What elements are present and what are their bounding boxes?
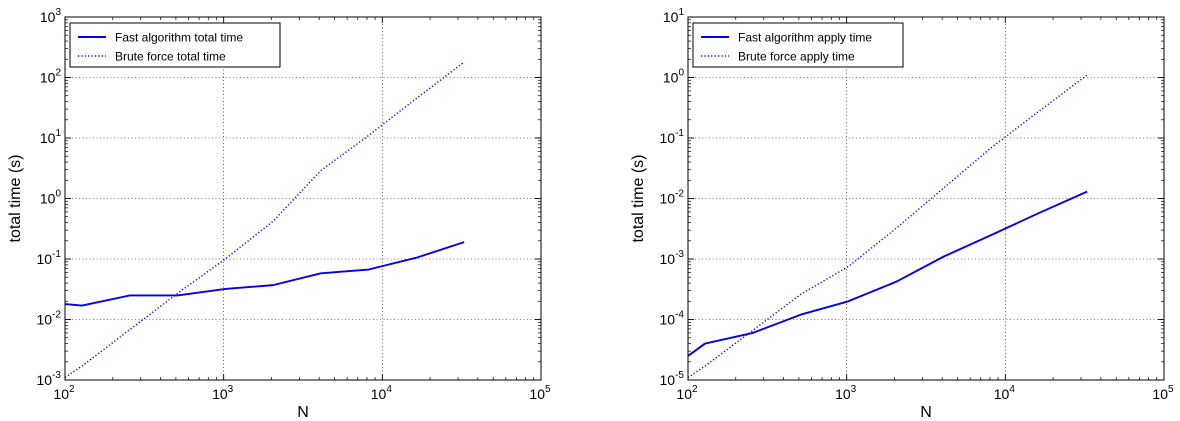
chart-fast-vs-brute-apply-time: 102 103 104 10510-510-410-310-210-1100101Nt… xyxy=(630,7,1174,421)
x-tick-label-exponent: 3 xyxy=(851,384,857,395)
x-tick-label: 104 xyxy=(994,384,1016,402)
y-tick-label-base: 10 xyxy=(40,70,56,86)
y-tick-label: 10-1 xyxy=(660,128,685,146)
y-tick-label-base: 10 xyxy=(663,70,679,86)
legend-label: Fast algorithm apply time xyxy=(738,31,872,45)
y-tick-label: 101 xyxy=(40,128,62,146)
series-line-brute-force xyxy=(65,61,465,379)
y-tick-label-base: 10 xyxy=(37,251,53,267)
x-tick-label: 102 xyxy=(676,384,698,402)
y-tick-label-exponent: -3 xyxy=(675,249,684,260)
legend-box xyxy=(69,22,281,68)
y-tick-label-base: 10 xyxy=(37,312,53,328)
y-tick-label: 103 xyxy=(40,7,62,25)
y-tick-label-base: 10 xyxy=(660,312,676,328)
x-tick-label: 104 xyxy=(371,384,393,402)
y-tick-label-exponent: 2 xyxy=(55,68,61,79)
x-axis-label: N xyxy=(297,404,309,421)
plot-lines xyxy=(65,61,465,379)
series-line-brute-force xyxy=(688,74,1088,379)
legend-label: Brute force apply time xyxy=(738,50,855,64)
series-line-fast-algorithm xyxy=(688,190,1088,357)
y-tick-label-exponent: -1 xyxy=(52,249,61,260)
y-tick-label-exponent: -2 xyxy=(52,310,61,321)
x-tick-label-base: 10 xyxy=(994,386,1010,402)
x-tick-label-exponent: 3 xyxy=(228,384,234,395)
y-tick-label-exponent: 1 xyxy=(55,128,61,139)
y-tick-label: 10-3 xyxy=(37,370,62,388)
legend-label: Brute force total time xyxy=(115,50,226,64)
legend-label: Fast algorithm total time xyxy=(115,31,243,45)
y-tick-label-exponent: 0 xyxy=(55,189,61,200)
y-tick-label-exponent: -4 xyxy=(675,310,684,321)
y-tick-label-base: 10 xyxy=(660,372,676,388)
y-tick-label: 102 xyxy=(40,68,62,86)
y-tick-label: 10-2 xyxy=(37,310,62,328)
x-tick-label-base: 10 xyxy=(1152,386,1168,402)
x-tick-label-exponent: 5 xyxy=(545,384,551,395)
legend-box xyxy=(692,22,904,68)
plot-frame xyxy=(687,16,1165,381)
x-tick-label-exponent: 4 xyxy=(1009,384,1015,395)
x-tick-label-exponent: 4 xyxy=(386,384,392,395)
y-tick-label-exponent: -3 xyxy=(52,370,61,381)
y-axis-label: total time (s) xyxy=(7,154,24,242)
y-tick-label: 10-5 xyxy=(660,370,685,388)
y-tick-label-exponent: -5 xyxy=(675,370,684,381)
x-tick-label-exponent: 2 xyxy=(69,384,75,395)
y-tick-label-base: 10 xyxy=(660,191,676,207)
y-tick-label: 10-3 xyxy=(660,249,685,267)
x-tick-label: 103 xyxy=(835,384,857,402)
y-tick-label: 100 xyxy=(40,189,62,207)
y-tick-label-base: 10 xyxy=(663,9,679,25)
x-tick-label: 103 xyxy=(212,384,234,402)
x-tick-label-base: 10 xyxy=(371,386,387,402)
y-tick-label-base: 10 xyxy=(660,251,676,267)
chart-fast-vs-brute-total-time: 102 103 104 10510-310-210-1100101102103Ntot… xyxy=(7,7,551,421)
y-tick-label-exponent: -1 xyxy=(675,128,684,139)
plot-lines xyxy=(688,74,1088,379)
x-tick-label-exponent: 2 xyxy=(692,384,698,395)
x-tick-label-exponent: 5 xyxy=(1168,384,1174,395)
x-tick-label: 105 xyxy=(529,384,551,402)
x-tick-label: 102 xyxy=(53,384,75,402)
x-tick-label-base: 10 xyxy=(835,386,851,402)
x-tick-label-base: 10 xyxy=(53,386,69,402)
legend: Fast algorithm total time Brute force tot… xyxy=(69,22,281,68)
y-tick-label-exponent: 1 xyxy=(678,7,684,18)
y-tick-label: 10-4 xyxy=(660,310,685,328)
y-tick-label-exponent: -2 xyxy=(675,189,684,200)
x-tick-label-base: 10 xyxy=(676,386,692,402)
y-axis-label: total time (s) xyxy=(630,154,647,242)
y-tick-label-exponent: 0 xyxy=(678,68,684,79)
y-tick-label: 10-1 xyxy=(37,249,62,267)
legend: Fast algorithm apply time Brute force app… xyxy=(692,22,904,68)
y-tick-label-base: 10 xyxy=(660,130,676,146)
y-tick-label: 100 xyxy=(663,68,685,86)
y-tick-label-base: 10 xyxy=(40,191,56,207)
y-tick-label-base: 10 xyxy=(40,130,56,146)
y-tick-label-base: 10 xyxy=(40,9,56,25)
series-line-fast-algorithm xyxy=(65,241,465,307)
y-tick-label-exponent: 3 xyxy=(55,7,61,18)
y-tick-label: 10-2 xyxy=(660,189,685,207)
x-tick-label-base: 10 xyxy=(212,386,228,402)
y-tick-label: 101 xyxy=(663,7,685,25)
plot-frame xyxy=(64,16,542,381)
x-axis-label: N xyxy=(920,404,932,421)
x-tick-label-base: 10 xyxy=(529,386,545,402)
x-tick-label: 105 xyxy=(1152,384,1174,402)
y-tick-label-base: 10 xyxy=(37,372,53,388)
